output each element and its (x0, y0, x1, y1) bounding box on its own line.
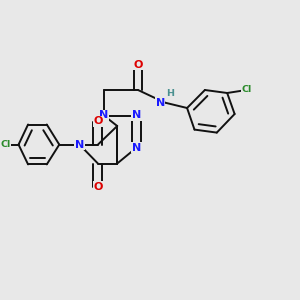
Text: N: N (132, 110, 141, 121)
Text: N: N (155, 98, 165, 108)
Text: Cl: Cl (1, 140, 11, 149)
Text: Cl: Cl (242, 85, 252, 94)
Text: N: N (132, 142, 141, 153)
Text: H: H (166, 89, 174, 98)
Text: O: O (133, 59, 143, 70)
Text: O: O (93, 182, 103, 192)
Text: N: N (99, 110, 109, 121)
Text: N: N (75, 140, 84, 150)
Text: O: O (93, 116, 103, 127)
